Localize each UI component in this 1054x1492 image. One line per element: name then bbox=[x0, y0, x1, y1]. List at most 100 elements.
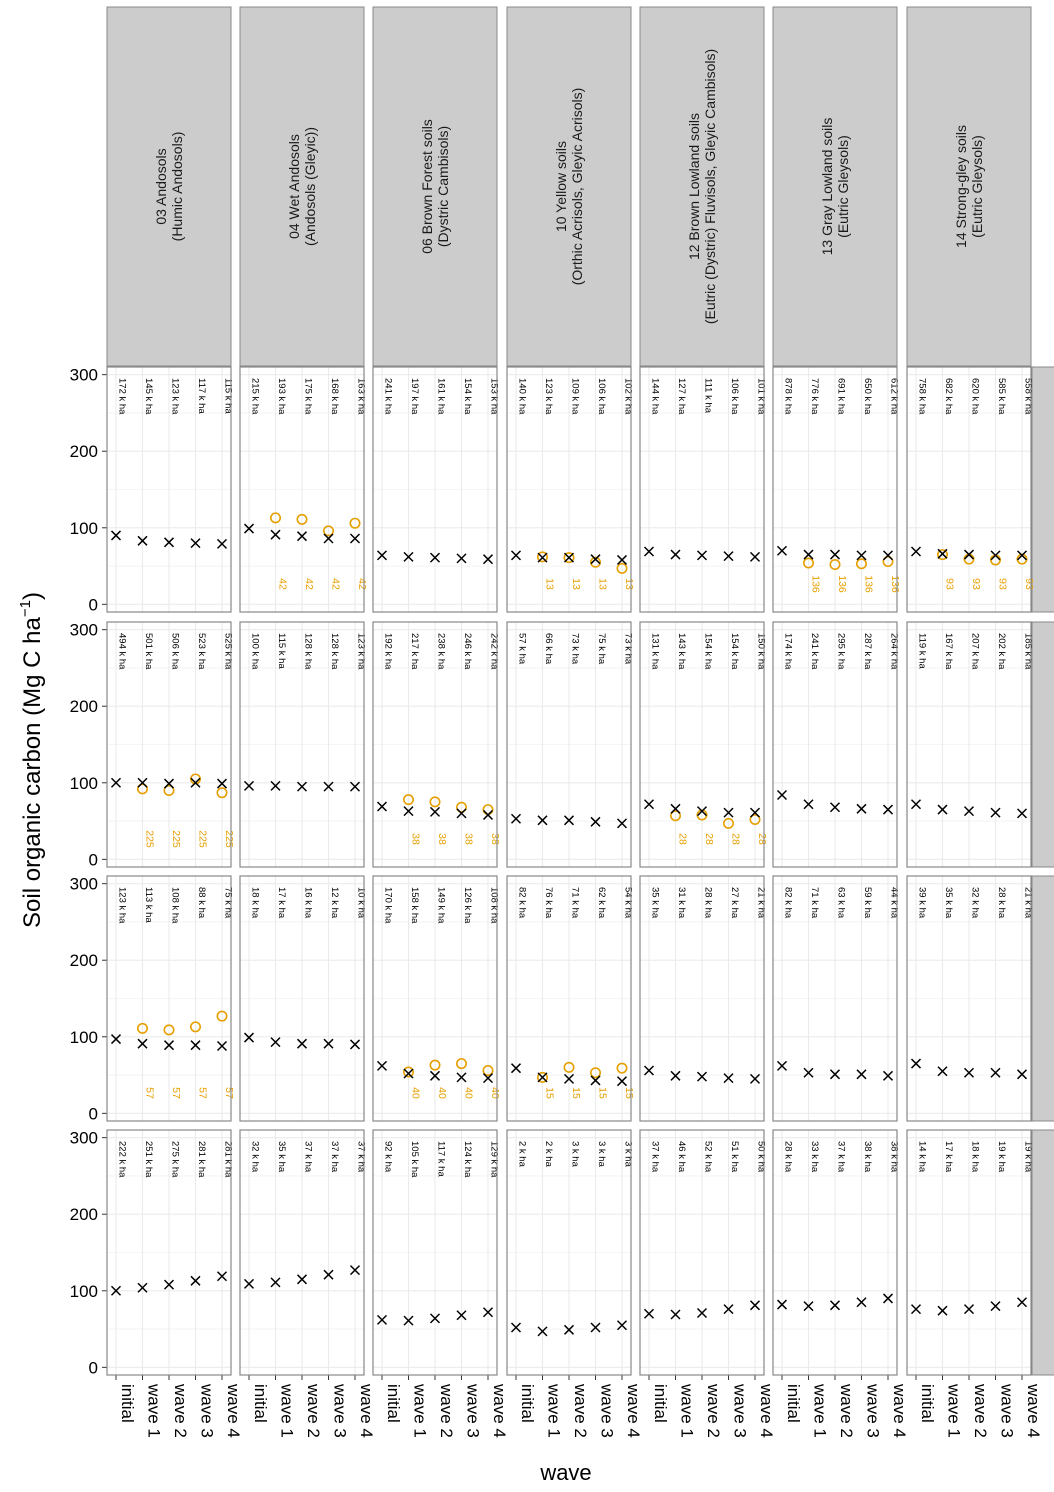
area-label: 129 k ha bbox=[489, 1141, 500, 1178]
area-label: 33 k ha bbox=[809, 1141, 820, 1173]
mean-cross-point bbox=[456, 808, 467, 819]
area-label: 37 k ha bbox=[303, 1141, 314, 1173]
area-label: 16 k ha bbox=[303, 887, 314, 919]
x-tick-label: wave 1 bbox=[411, 1383, 430, 1438]
area-label: 145 k ha bbox=[143, 378, 154, 415]
mean-cross-point bbox=[563, 1324, 575, 1335]
area-label: 128 k ha bbox=[303, 633, 314, 670]
subset-mean-point bbox=[402, 794, 414, 806]
area-label: 102 k ha bbox=[623, 378, 634, 415]
area-label: 12 k ha bbox=[329, 887, 340, 919]
area-label: 217 k ha bbox=[409, 633, 420, 670]
mean-cross-point bbox=[376, 1314, 388, 1325]
x-tick-label: initial bbox=[918, 1384, 937, 1423]
panel-border bbox=[239, 1129, 365, 1376]
facet-panel: 878 k ha 776 k ha 691 k ha 650 k ha 612 k ha… bbox=[772, 366, 901, 613]
mean-cross-point bbox=[482, 809, 494, 820]
mean-cross-point bbox=[776, 545, 788, 556]
mean-cross-point bbox=[696, 550, 708, 561]
area-label: 691 k ha bbox=[836, 378, 847, 415]
mean-cross-point bbox=[937, 548, 948, 559]
subset-mean-point bbox=[455, 1058, 467, 1070]
x-tick-label: wave 4 bbox=[357, 1383, 376, 1438]
x-tick-label: initial bbox=[251, 1384, 270, 1423]
area-label: 46 k ha bbox=[676, 1141, 687, 1173]
area-label: 57 k ha bbox=[517, 633, 528, 665]
facet-panel: 82 k ha 76 k ha 71 k ha 62 k ha 54 k ha 15 15 1… bbox=[506, 875, 635, 1122]
area-label: 18 k ha bbox=[250, 887, 261, 919]
facet-panel: 28 k ha 33 k ha 37 k ha 38 k ha 38 k ha bbox=[772, 1129, 900, 1376]
mean-cross-point bbox=[856, 1069, 867, 1080]
mean-cross-point bbox=[190, 777, 201, 788]
mean-cross-point bbox=[429, 806, 441, 817]
facet-panel: 494 k ha 501 k ha 506 k ha 523 k ha 525 k ha… bbox=[106, 621, 235, 868]
x-tick-label: wave 3 bbox=[331, 1383, 350, 1438]
mean-cross-point bbox=[776, 1060, 788, 1071]
mean-cross-point bbox=[990, 1067, 1001, 1078]
facet-panel: 35 k ha 31 k ha 28 k ha 27 k ha 21 k ha bbox=[639, 875, 767, 1122]
mean-cross-point bbox=[216, 1040, 228, 1052]
y-tick-label: 300 bbox=[70, 366, 98, 385]
mean-cross-point bbox=[510, 1322, 522, 1333]
mean-cross-point bbox=[829, 1300, 841, 1311]
x-tick-label: wave 1 bbox=[811, 1383, 830, 1438]
area-label: 108 k ha bbox=[489, 887, 500, 924]
subset-count-label: 93 bbox=[1023, 578, 1035, 590]
land-use-strip: 03 Orchards bbox=[1031, 875, 1054, 1122]
subset-count-label: 13 bbox=[544, 578, 556, 590]
area-label: 82 k ha bbox=[783, 887, 794, 919]
area-label: 126 k ha bbox=[462, 887, 473, 924]
mean-cross-point bbox=[190, 538, 201, 549]
area-label: 251 k ha bbox=[143, 1141, 154, 1178]
facet-panel: 39 k ha 35 k ha 32 k ha 28 k ha 21 k ha bbox=[906, 875, 1034, 1122]
subset-count-label: 28 bbox=[730, 833, 742, 845]
area-label: 494 k ha bbox=[117, 633, 128, 670]
area-label: 150 k ha bbox=[756, 633, 767, 670]
area-label: 174 k ha bbox=[783, 633, 794, 670]
subset-mean-point bbox=[563, 1061, 575, 1073]
subset-mean-point bbox=[216, 1010, 228, 1022]
panel-border bbox=[639, 1129, 765, 1376]
mean-cross-point bbox=[110, 1285, 122, 1296]
area-label: 501 k ha bbox=[143, 633, 154, 670]
subset-mean-point bbox=[749, 814, 761, 826]
y-tick-label: 100 bbox=[70, 519, 98, 538]
panel-border bbox=[372, 1129, 498, 1376]
area-label: 131 k ha bbox=[650, 633, 661, 670]
subset-mean-point bbox=[482, 1064, 494, 1076]
subset-count-label: 28 bbox=[703, 833, 715, 845]
x-tick-label: wave 1 bbox=[678, 1383, 697, 1438]
area-label: 31 k ha bbox=[676, 887, 687, 919]
area-label: 111 k ha bbox=[703, 378, 714, 414]
area-label: 163 k ha bbox=[356, 378, 367, 415]
mean-cross-point bbox=[856, 550, 867, 561]
area-label: 54 k ha bbox=[623, 887, 634, 919]
mean-cross-point bbox=[749, 551, 761, 562]
mean-cross-point bbox=[296, 1274, 308, 1285]
subset-mean-point bbox=[137, 1022, 149, 1034]
subset-count-label: 42 bbox=[330, 578, 342, 590]
subset-mean-point bbox=[536, 551, 548, 563]
y-axis-title-superscript: −1 bbox=[17, 600, 34, 617]
land-use-strip-bg bbox=[1031, 875, 1054, 1122]
area-label: 123 k ha bbox=[117, 887, 128, 924]
mean-cross-point bbox=[349, 1265, 361, 1276]
mean-cross-point bbox=[323, 1269, 334, 1280]
facet-panel: 2 k ha 2 k ha 3 k ha 3 k ha 3 k ha bbox=[506, 1129, 634, 1376]
mean-cross-point bbox=[137, 535, 148, 546]
mean-cross-point bbox=[723, 551, 734, 562]
y-axis-title-end: ) bbox=[19, 592, 46, 600]
area-label: 3 k ha bbox=[570, 1141, 581, 1168]
mean-cross-point bbox=[910, 546, 922, 557]
area-label: 35 k ha bbox=[650, 887, 661, 919]
area-label: 197 k ha bbox=[409, 378, 420, 415]
mean-cross-point bbox=[537, 1326, 548, 1337]
area-label: 59 k ha bbox=[862, 887, 873, 919]
area-label: 27 k ha bbox=[729, 887, 740, 919]
mean-cross-point bbox=[776, 790, 788, 801]
subset-mean-point bbox=[216, 787, 228, 799]
mean-cross-point bbox=[403, 1068, 414, 1079]
area-label: 222 k ha bbox=[117, 1141, 128, 1178]
mean-cross-point bbox=[137, 1282, 148, 1293]
area-label: 44 k ha bbox=[889, 887, 900, 919]
